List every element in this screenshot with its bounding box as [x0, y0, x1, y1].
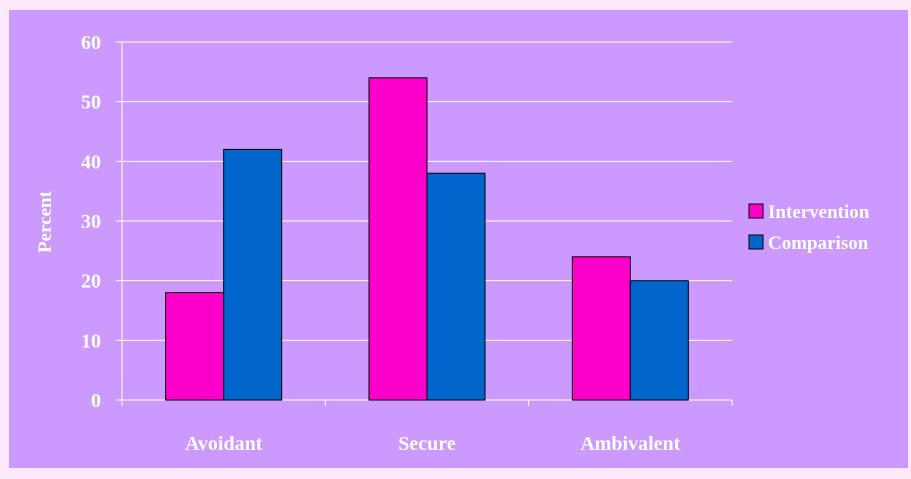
bar-intervention-avoidant	[165, 292, 225, 401]
x-tick-label: Ambivalent	[580, 433, 680, 455]
legend-label-intervention: Intervention	[768, 202, 870, 223]
legend-swatch-intervention	[748, 203, 764, 219]
bar-intervention-secure	[368, 77, 428, 401]
legend-label-comparison: Comparison	[768, 233, 869, 254]
x-tick-label: Avoidant	[185, 433, 263, 455]
y-tick-label: 60	[81, 32, 101, 54]
x-tick-label: Secure	[398, 433, 456, 455]
bar-comparison-avoidant	[223, 148, 283, 401]
legend: Intervention Comparison	[748, 202, 870, 254]
y-tick-label: 30	[81, 211, 101, 233]
bar-intervention-ambivalent	[571, 256, 631, 401]
y-tick-label: 50	[81, 92, 101, 114]
y-axis-label: Percent	[35, 190, 56, 253]
legend-swatch-comparison	[748, 234, 764, 250]
y-tick-label: 40	[81, 151, 101, 173]
bars	[165, 77, 689, 401]
y-tick-label: 20	[81, 271, 101, 293]
y-tick-label: 0	[91, 390, 101, 412]
y-tick-label: 10	[81, 330, 101, 352]
x-tick-labels: Avoidant Secure Ambivalent	[185, 433, 681, 455]
bar-comparison-secure	[426, 172, 486, 401]
bar-comparison-ambivalent	[629, 280, 689, 401]
y-tick-labels: 0 10 20 30 40 50 60	[81, 32, 101, 412]
